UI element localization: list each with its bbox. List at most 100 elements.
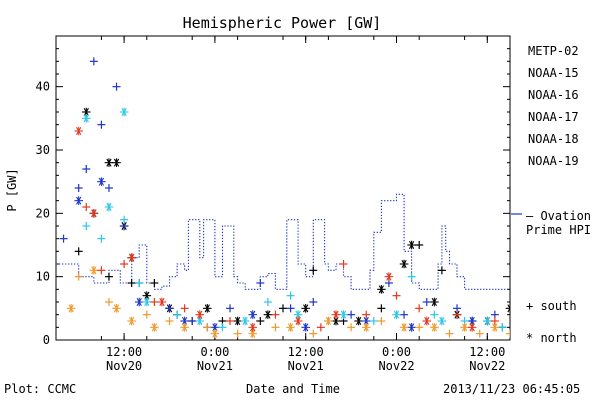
noaa-16-south-point [286,291,295,300]
star-stroke [591,311,595,318]
star-stroke [576,317,580,324]
noaa-15-south-point [567,317,575,325]
noaa-15-south-point [59,234,68,243]
noaa-15-north-point [97,177,106,186]
y-tick-label: 10 [36,270,50,284]
noaa-15-south-point [89,57,98,66]
noaa-15-south-point [97,120,106,129]
noaa-19-north-point [127,253,136,262]
star-stroke [568,184,572,191]
legend-south-label: + south [526,299,577,313]
star-stroke [515,324,519,331]
noaa-16-north-point [195,316,205,326]
footer-timestamp: 2013/11/23 06:45:05 [443,382,580,396]
y-tick-label: 0 [43,333,50,347]
star-stroke [584,267,588,274]
noaa-15-north-point [301,323,310,332]
noaa-19-north-point [331,310,341,319]
metp-02-north-point [203,304,212,313]
legend-ovation-label2: Prime HPI [526,223,591,237]
noaa-19-south-point [316,323,325,332]
noaa-19-south-point [453,310,462,319]
noaa-18-north-point [112,304,121,313]
noaa-18-south-point [165,317,174,325]
star-stroke [507,304,510,310]
noaa-15-south-point [256,279,265,287]
noaa-18-north-point [127,316,136,326]
noaa-19-south-point [97,266,106,275]
noaa-19-north-point [89,209,99,218]
metp-02-north-point [301,304,310,313]
noaa-18-south-point [445,329,454,338]
x-tick-label-date: Nov22 [469,359,505,373]
noaa-15-north-point [597,317,600,326]
noaa-16-north-point [339,310,348,319]
star-stroke [531,324,535,331]
star-stroke [568,184,572,191]
noaa-19-north-point [384,272,394,281]
noaa-16-south-point [120,215,129,224]
noaa-18-north-point [430,323,439,332]
star-stroke [507,307,510,313]
metp-02-north-point [589,266,598,275]
noaa-18-north-point [66,304,76,313]
legend-item-noaa-16: NOAA-16 [528,88,579,102]
noaa-15-south-point [104,184,113,192]
noaa-19-north-point [422,316,432,326]
star-stroke [515,317,519,324]
noaa-19-south-point [529,317,537,325]
noaa-18-north-point [210,329,220,338]
noaa-18-south-point [475,329,484,338]
star-stroke [515,317,519,324]
noaa-16-south-point [407,272,416,281]
metp-02-north-point [233,316,242,326]
legend-item-noaa-18: NOAA-18 [528,132,579,146]
noaa-19-south-point [226,317,235,325]
noaa-16-north-point [392,310,401,319]
noaa-18-north-point [180,323,189,332]
x-tick-label-date: Nov21 [288,359,324,373]
data-layer [56,57,600,338]
star-stroke [553,324,557,331]
noaa-19-south-point [150,298,159,306]
noaa-16-south-point [263,298,272,306]
metp-02-north-point [430,297,439,307]
noaa-18-south-point [415,323,424,332]
noaa-15-south-point [112,82,121,91]
noaa-16-north-point [81,114,91,123]
x-tick-label-date: Nov22 [378,359,414,373]
star-stroke [515,324,519,331]
noaa-16-south-point [536,317,544,325]
noaa-16-south-point [218,323,227,332]
noaa-18-south-point [377,317,386,325]
metp-02-north-point [331,316,341,326]
noaa-19-south-point [415,304,424,313]
y-tick-label: 30 [36,143,50,157]
noaa-15-south-point [82,165,91,173]
legend-item-noaa-15: NOAA-15 [528,66,579,80]
noaa-16-north-point [293,310,303,319]
noaa-16-south-point [82,222,91,230]
metp-02-south-point [127,279,136,287]
noaa-18-south-point [142,310,151,319]
metp-02-north-point [377,285,386,294]
noaa-19-south-point [120,260,129,268]
metp-02-north-point [597,260,600,269]
noaa-19-north-point [467,323,477,332]
metp-02-north-point [407,240,416,250]
noaa-15-south-point [422,298,431,306]
noaa-18-south-point [271,323,280,332]
star-stroke [591,311,595,318]
noaa-19-north-point [195,310,205,319]
noaa-19-north-point [513,317,522,326]
noaa-15-north-point [134,297,144,307]
noaa-19-north-point [248,323,258,332]
noaa-19-north-point [157,297,167,307]
metp-02-north-point [354,316,363,326]
star-stroke [584,267,588,274]
x-tick-label-time: 12:00 [106,345,142,359]
noaa-16-south-point [498,323,507,332]
noaa-19-north-point [559,317,568,326]
x-tick-label-time: 0:00 [200,345,229,359]
noaa-16-north-point [437,316,447,326]
